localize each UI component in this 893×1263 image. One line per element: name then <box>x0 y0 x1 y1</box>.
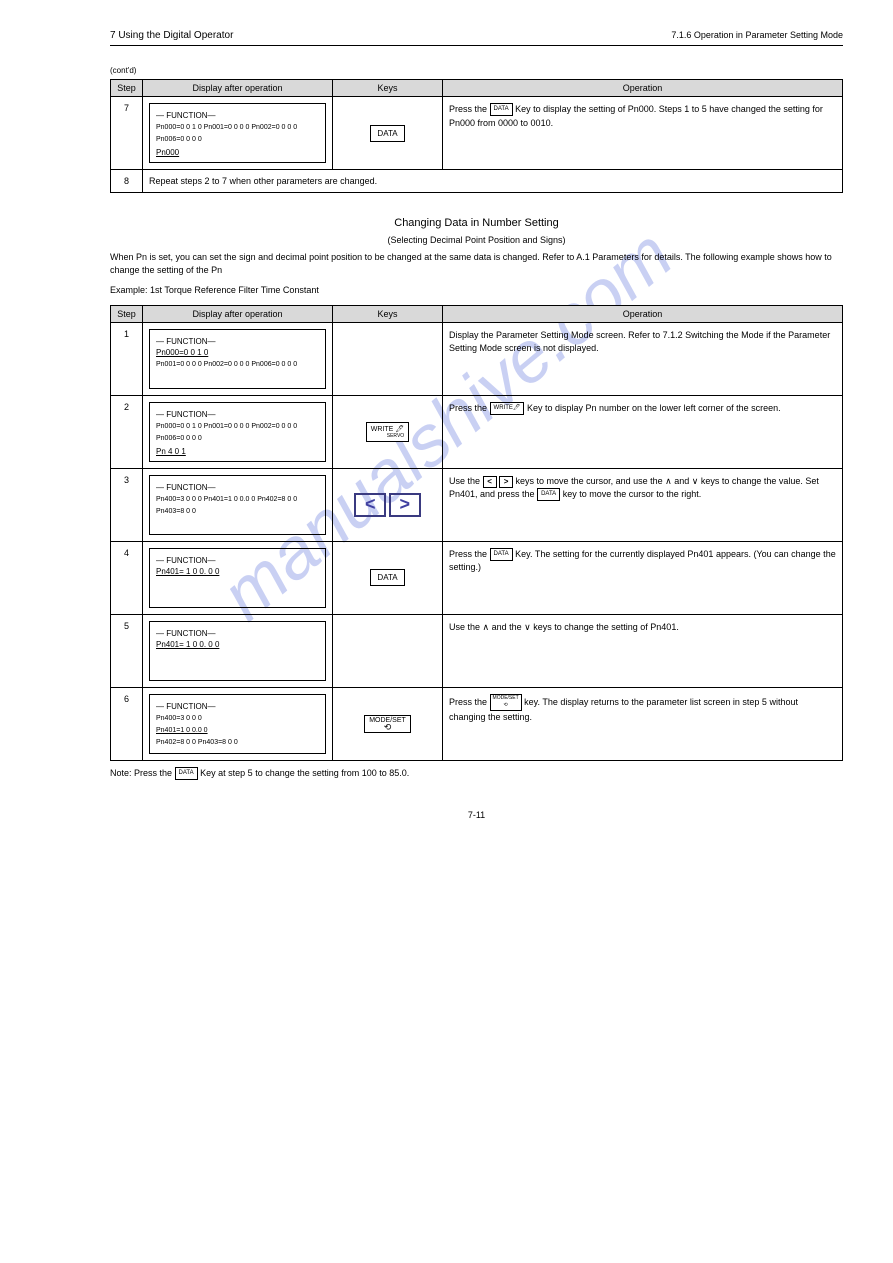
key-cell <box>333 614 443 687</box>
operation-cell: Press the WRITE🖊 Key to display Pn numbe… <box>443 395 843 468</box>
screen-box: — FUNCTION— Pn401= 1 0 0. 0 0 <box>149 621 326 681</box>
data-button-inline: DATA <box>537 488 560 501</box>
screen-box: — FUNCTION— Pn400=3 0 0 0 Pn401=1 0 0.0 … <box>149 475 326 535</box>
page-header: 7 Using the Digital Operator 7.1.6 Opera… <box>110 30 843 46</box>
right-arrow-button[interactable]: > <box>389 493 421 517</box>
col-display: Display after operation <box>143 80 333 97</box>
step-number: 7 <box>111 97 143 170</box>
procedure-table-2: Step Display after operation Keys Operat… <box>110 305 843 761</box>
modeset-button[interactable]: MODE/SET⟲ <box>364 715 411 733</box>
col-step: Step <box>111 80 143 97</box>
col-keys: Keys <box>333 305 443 322</box>
table-row: 1 — FUNCTION— Pn000=0 0 1 0 Pn001=0 0 0 … <box>111 322 843 395</box>
step-number: 1 <box>111 322 143 395</box>
screen-box: — FUNCTION— Pn000=0 0 1 0 Pn001=0 0 0 0 … <box>149 402 326 462</box>
step-number: 6 <box>111 687 143 760</box>
table-row: 7 — FUNCTION— Pn000=0 0 1 0 Pn001=0 0 0 … <box>111 97 843 170</box>
key-cell: DATA <box>333 97 443 170</box>
table-note: Note: Press the DATA Key at step 5 to ch… <box>110 767 843 780</box>
step-number: 3 <box>111 468 143 541</box>
step-number: 2 <box>111 395 143 468</box>
operation-cell: Use the ∧ and the ∨ keys to change the s… <box>443 614 843 687</box>
operation-cell: Press the DATA Key to display the settin… <box>443 97 843 170</box>
screen-box: — FUNCTION— Pn000=0 0 1 0 Pn001=0 0 0 0 … <box>149 329 326 389</box>
section-subtitle-2: (Selecting Decimal Point Position and Si… <box>110 235 843 245</box>
table-row: 4 — FUNCTION— Pn401= 1 0 0. 0 0 DATA Pre… <box>111 541 843 614</box>
screen-box: — FUNCTION— Pn401= 1 0 0. 0 0 <box>149 548 326 608</box>
key-cell: DATA <box>333 541 443 614</box>
table-row: 3 — FUNCTION— Pn400=3 0 0 0 Pn401=1 0 0.… <box>111 468 843 541</box>
section-example: Example: 1st Torque Reference Filter Tim… <box>110 284 843 297</box>
left-arrow-inline: < <box>483 476 497 488</box>
display-cell: — FUNCTION— Pn000=0 0 1 0 Pn001=0 0 0 0 … <box>143 322 333 395</box>
operation-cell: Display the Parameter Setting Mode scree… <box>443 322 843 395</box>
display-cell: — FUNCTION— Pn400=3 0 0 0 Pn401=1 0 0.0 … <box>143 687 333 760</box>
table-header-row: Step Display after operation Keys Operat… <box>111 305 843 322</box>
table-row: 5 — FUNCTION— Pn401= 1 0 0. 0 0 Use the … <box>111 614 843 687</box>
screen-box: — FUNCTION— Pn400=3 0 0 0 Pn401=1 0 0.0 … <box>149 694 326 754</box>
key-cell: WRITE 🖊SERVO <box>333 395 443 468</box>
col-operation: Operation <box>443 305 843 322</box>
operation-cell: Press the DATA Key. The setting for the … <box>443 541 843 614</box>
continued-label: (cont'd) <box>110 66 843 75</box>
step-number: 8 <box>111 170 143 193</box>
operation-cell: Use the < > keys to move the cursor, and… <box>443 468 843 541</box>
key-cell: MODE/SET⟲ <box>333 687 443 760</box>
section-title: Changing Data in Number Setting <box>110 217 843 229</box>
data-button[interactable]: DATA <box>370 569 404 586</box>
data-button[interactable]: DATA <box>370 125 404 142</box>
repeat-note: Repeat steps 2 to 7 when other parameter… <box>143 170 843 193</box>
display-cell: — FUNCTION— Pn401= 1 0 0. 0 0 <box>143 541 333 614</box>
right-arrow-inline: > <box>499 476 513 488</box>
col-step: Step <box>111 305 143 322</box>
display-cell: — FUNCTION— Pn400=3 0 0 0 Pn401=1 0 0.0 … <box>143 468 333 541</box>
procedure-table-1: Step Display after operation Keys Operat… <box>110 79 843 193</box>
table-row: 2 — FUNCTION— Pn000=0 0 1 0 Pn001=0 0 0 … <box>111 395 843 468</box>
write-button[interactable]: WRITE 🖊SERVO <box>366 422 409 442</box>
write-button-inline: WRITE🖊 <box>490 402 525 415</box>
table-header-row: Step Display after operation Keys Operat… <box>111 80 843 97</box>
col-operation: Operation <box>443 80 843 97</box>
display-cell: — FUNCTION— Pn401= 1 0 0. 0 0 <box>143 614 333 687</box>
key-cell: < > <box>333 468 443 541</box>
data-button-inline: DATA <box>175 767 198 779</box>
data-button-inline: DATA <box>490 103 513 116</box>
step-number: 4 <box>111 541 143 614</box>
table-row: 8 Repeat steps 2 to 7 when other paramet… <box>111 170 843 193</box>
operation-cell: Press the MODE/SET⟲ key. The display ret… <box>443 687 843 760</box>
step-number: 5 <box>111 614 143 687</box>
section-paragraph: When Pn is set, you can set the sign and… <box>110 251 843 276</box>
page-number: 7-11 <box>110 810 843 820</box>
display-cell: — FUNCTION— Pn000=0 0 1 0 Pn001=0 0 0 0 … <box>143 395 333 468</box>
section-subtitle: 7.1.6 Operation in Parameter Setting Mod… <box>671 30 843 40</box>
col-display: Display after operation <box>143 305 333 322</box>
modeset-button-inline: MODE/SET⟲ <box>490 694 522 711</box>
display-cell: — FUNCTION— Pn000=0 0 1 0 Pn001=0 0 0 0 … <box>143 97 333 170</box>
col-keys: Keys <box>333 80 443 97</box>
screen-box: — FUNCTION— Pn000=0 0 1 0 Pn001=0 0 0 0 … <box>149 103 326 163</box>
left-arrow-button[interactable]: < <box>354 493 386 517</box>
data-button-inline: DATA <box>490 548 513 561</box>
key-cell <box>333 322 443 395</box>
chapter-title: 7 Using the Digital Operator <box>110 30 233 41</box>
table-row: 6 — FUNCTION— Pn400=3 0 0 0 Pn401=1 0 0.… <box>111 687 843 760</box>
